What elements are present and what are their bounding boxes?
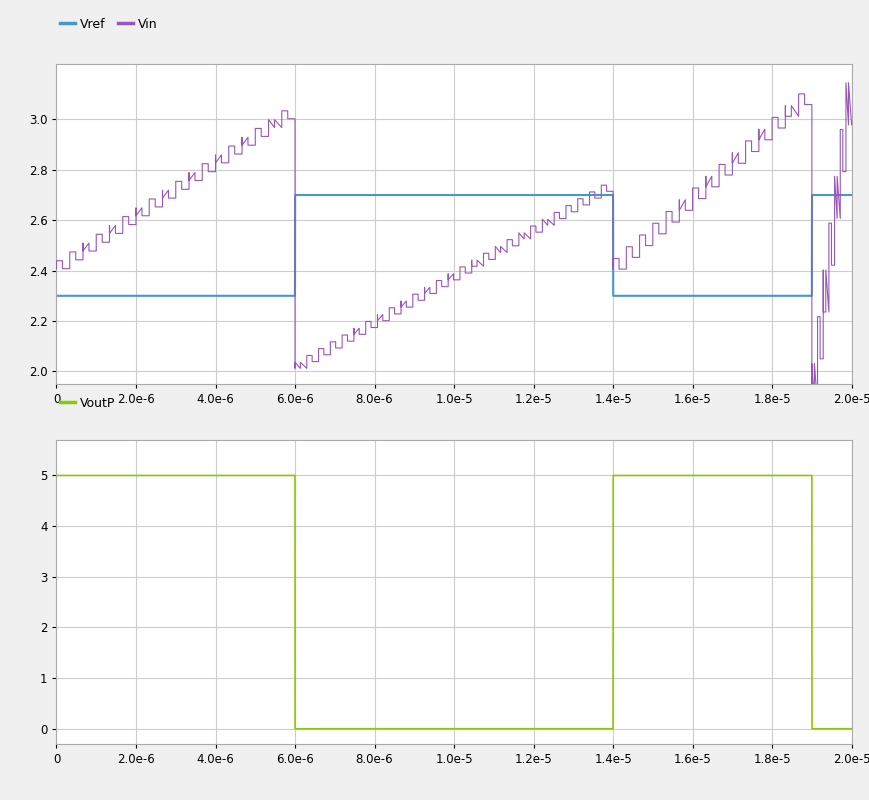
Legend: VoutP: VoutP — [55, 391, 120, 414]
Legend: Vref, Vin: Vref, Vin — [55, 13, 163, 36]
